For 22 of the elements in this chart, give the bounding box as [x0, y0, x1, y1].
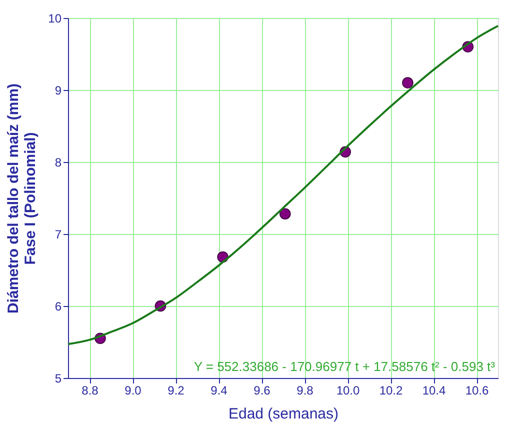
- x-tick-label: 9.0: [124, 384, 142, 398]
- y-tick-label: 6: [54, 300, 62, 314]
- x-tick-label: 10.6: [465, 384, 489, 398]
- x-axis-title: Edad (semanas): [228, 406, 339, 422]
- x-tick-label: 10.2: [379, 384, 403, 398]
- x-tick-label: 10.0: [336, 384, 360, 398]
- x-tick-label: 9.4: [210, 384, 228, 398]
- y-tick-label: 8: [54, 156, 62, 170]
- x-tick-label: 9.6: [254, 384, 271, 398]
- line-series: [67, 24, 499, 346]
- y-axis-title: Diámetro del tallo del maíz (mm) Fase I (Polinomial): [5, 83, 40, 314]
- x-tick-label: 8.8: [82, 384, 99, 398]
- x-tick-label: 10.4: [422, 384, 446, 398]
- x-tick-label: 9.2: [168, 384, 185, 398]
- point: [280, 208, 291, 220]
- y-tick-label: 7: [54, 228, 62, 242]
- y-tick-label: 10: [48, 12, 62, 26]
- x-tick-label: 9.8: [296, 384, 314, 398]
- point: [402, 77, 414, 88]
- annotation: Y = 552.33686 - 170.96977 t + 17.58576 t² - 0.593 t³: [194, 359, 496, 374]
- y-tick-label: 9: [54, 84, 62, 98]
- y-tick-label: 5: [54, 372, 62, 386]
